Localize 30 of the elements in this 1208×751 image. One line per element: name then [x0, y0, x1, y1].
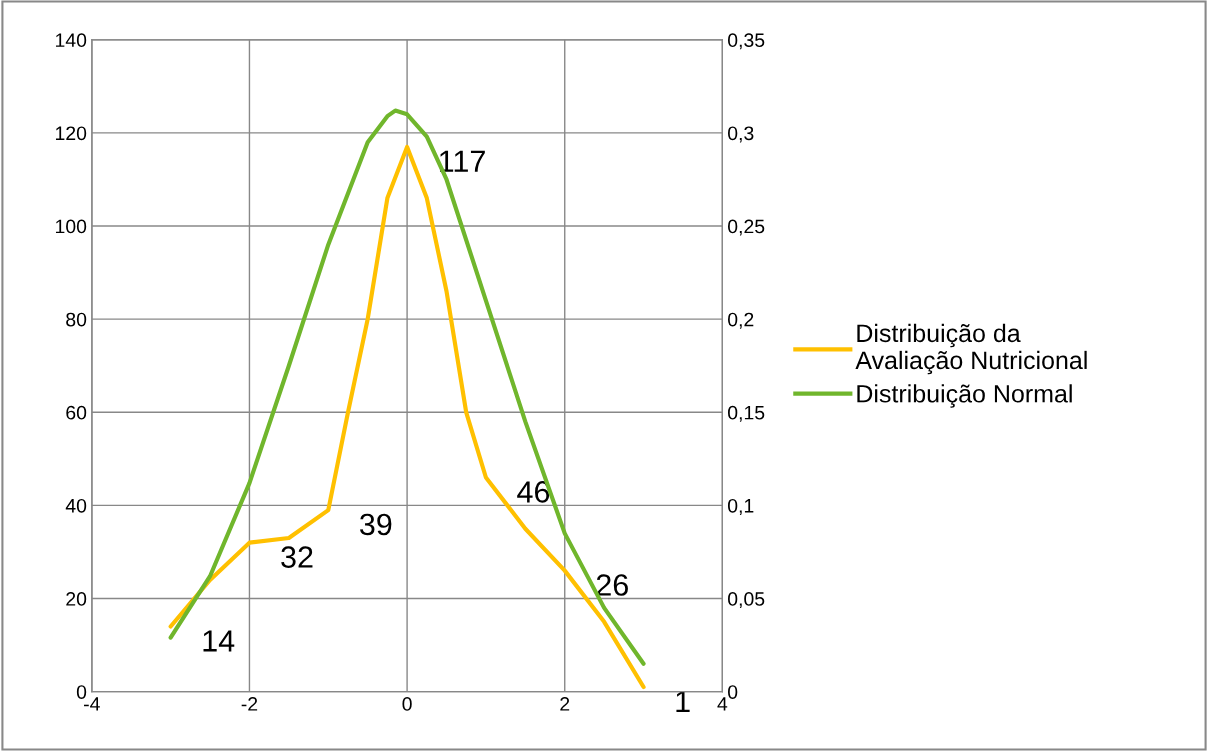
- y-tick-label: 60: [66, 405, 87, 420]
- data-label: 32: [281, 546, 313, 568]
- y-tick-label: 20: [66, 592, 87, 606]
- data-label: 26: [596, 574, 628, 596]
- y-tick-label: 0: [76, 685, 87, 699]
- y-tick-label: 120: [55, 126, 87, 141]
- data-label: 117: [439, 150, 485, 172]
- y-tick-label: 80: [66, 312, 87, 327]
- y2-tick-label: 0,35: [728, 33, 765, 50]
- x-tick-label: -4: [84, 697, 100, 711]
- y2-tick-label: 0,2: [728, 312, 754, 329]
- y2-tick-label: 0,05: [728, 592, 765, 609]
- y-tick-label: 40: [65, 498, 87, 513]
- data-label: 46: [517, 481, 550, 503]
- y2-tick-label: 0,3: [728, 126, 754, 143]
- x-tick-label: 2: [560, 697, 570, 711]
- y-tick-label: 140: [55, 33, 87, 48]
- y2-tick-label: 0,1: [728, 498, 754, 515]
- data-label: 14: [203, 630, 235, 652]
- y-tick-label: 100: [55, 219, 87, 234]
- y2-tick-label: 0,15: [728, 405, 765, 422]
- legend-label: Distribuição Normal: [857, 384, 1072, 408]
- x-tick-label: -2: [241, 697, 258, 711]
- legend-label: Distribuição da Avaliação Nutricional: [855, 323, 1087, 375]
- y2-tick-label: 0,25: [728, 219, 765, 236]
- y2-tick-label: 0: [728, 685, 738, 699]
- x-tick-label: 4: [717, 697, 728, 711]
- x-tick-label: 0: [402, 697, 412, 711]
- data-label: 1: [676, 690, 690, 712]
- data-label: 39: [359, 513, 392, 536]
